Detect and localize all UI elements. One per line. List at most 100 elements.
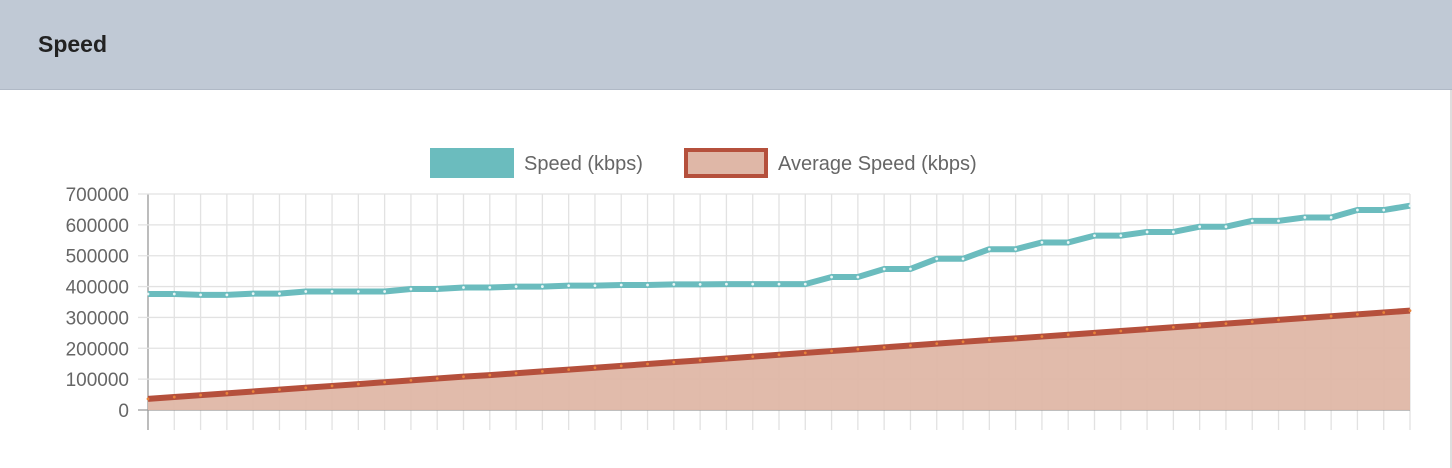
average-speed-point[interactable]	[251, 390, 255, 393]
speed-point[interactable]	[356, 290, 360, 293]
average-speed-point[interactable]	[1119, 329, 1123, 333]
legend-label-average-speed[interactable]: Average Speed (kbps)	[778, 153, 977, 175]
average-speed-point[interactable]	[987, 338, 991, 342]
speed-point[interactable]	[803, 282, 807, 286]
speed-point[interactable]	[1224, 225, 1228, 229]
average-speed-point[interactable]	[199, 393, 202, 397]
speed-point[interactable]	[725, 282, 728, 286]
average-speed-point[interactable]	[1224, 322, 1228, 325]
speed-point[interactable]	[1250, 219, 1254, 223]
speed-point[interactable]	[146, 292, 150, 296]
average-speed-point[interactable]	[540, 370, 544, 373]
speed-point[interactable]	[1093, 234, 1096, 238]
average-speed-point[interactable]	[383, 380, 387, 384]
speed-point[interactable]	[567, 284, 571, 288]
average-speed-point[interactable]	[725, 357, 728, 360]
speed-point[interactable]	[830, 275, 833, 279]
speed-point[interactable]	[1303, 216, 1307, 219]
average-speed-point[interactable]	[330, 384, 334, 388]
speed-point[interactable]	[225, 293, 229, 297]
speed-point[interactable]	[172, 292, 176, 296]
average-speed-point[interactable]	[777, 353, 781, 357]
average-speed-point[interactable]	[435, 377, 439, 380]
average-speed-point[interactable]	[462, 375, 465, 379]
speed-point[interactable]	[1408, 204, 1412, 208]
average-speed-point[interactable]	[1171, 325, 1175, 329]
legend-label-speed[interactable]: Speed (kbps)	[524, 153, 643, 175]
average-speed-point[interactable]	[646, 362, 649, 366]
speed-point[interactable]	[514, 285, 518, 288]
average-speed-point[interactable]	[961, 340, 965, 344]
average-speed-point[interactable]	[751, 355, 755, 359]
speed-point[interactable]	[304, 290, 308, 293]
speed-point[interactable]	[1277, 219, 1280, 223]
speed-point[interactable]	[987, 247, 991, 251]
average-speed-point[interactable]	[672, 360, 676, 364]
average-speed-point[interactable]	[225, 391, 229, 395]
average-speed-point[interactable]	[1356, 312, 1359, 316]
average-speed-point[interactable]	[856, 347, 860, 351]
speed-point[interactable]	[1014, 247, 1018, 251]
speed-point[interactable]	[462, 286, 465, 289]
speed-point[interactable]	[593, 284, 597, 288]
average-speed-point[interactable]	[830, 349, 833, 353]
average-speed-point[interactable]	[1303, 316, 1307, 320]
speed-point[interactable]	[1066, 241, 1070, 244]
average-speed-point[interactable]	[514, 371, 518, 375]
speed-point[interactable]	[909, 267, 912, 271]
legend-swatch-average-speed[interactable]	[684, 148, 768, 178]
speed-point[interactable]	[1382, 208, 1386, 212]
average-speed-point[interactable]	[1145, 327, 1149, 331]
speed-point[interactable]	[1119, 234, 1123, 238]
speed-point[interactable]	[646, 283, 649, 287]
average-speed-point[interactable]	[1093, 331, 1096, 335]
average-speed-point[interactable]	[1066, 333, 1070, 337]
average-speed-point[interactable]	[1198, 324, 1202, 327]
speed-point[interactable]	[330, 290, 334, 293]
speed-point[interactable]	[540, 285, 544, 288]
speed-point[interactable]	[383, 290, 387, 293]
average-speed-point[interactable]	[304, 386, 308, 390]
speed-point[interactable]	[672, 283, 676, 286]
average-speed-point[interactable]	[1277, 318, 1280, 322]
average-speed-point[interactable]	[698, 358, 702, 362]
speed-point[interactable]	[1356, 208, 1359, 212]
speed-point[interactable]	[856, 275, 860, 279]
average-speed-point[interactable]	[172, 395, 176, 399]
speed-point[interactable]	[935, 257, 939, 261]
average-speed-point[interactable]	[356, 382, 360, 386]
speed-point[interactable]	[751, 282, 755, 286]
average-speed-point[interactable]	[488, 373, 492, 377]
speed-point[interactable]	[435, 287, 439, 291]
speed-point[interactable]	[698, 283, 702, 286]
speed-point[interactable]	[1171, 230, 1175, 234]
average-speed-point[interactable]	[567, 368, 571, 371]
speed-point[interactable]	[278, 292, 281, 296]
speed-point[interactable]	[1329, 216, 1333, 219]
speed-point[interactable]	[199, 293, 202, 297]
speed-point[interactable]	[961, 257, 965, 261]
average-speed-point[interactable]	[146, 397, 150, 401]
average-speed-point[interactable]	[935, 342, 939, 346]
average-speed-point[interactable]	[619, 364, 623, 368]
average-speed-point[interactable]	[909, 344, 912, 347]
average-speed-point[interactable]	[593, 366, 597, 370]
speed-point[interactable]	[882, 267, 886, 271]
average-speed-point[interactable]	[882, 345, 886, 349]
average-speed-point[interactable]	[278, 388, 281, 392]
average-speed-point[interactable]	[1329, 314, 1333, 318]
legend-swatch-speed[interactable]	[430, 148, 514, 178]
average-speed-point[interactable]	[803, 351, 807, 355]
average-speed-point[interactable]	[409, 378, 413, 382]
average-speed-point[interactable]	[1040, 335, 1044, 338]
legend[interactable]: Speed (kbps) Average Speed (kbps)	[430, 148, 977, 178]
speed-point[interactable]	[488, 286, 492, 289]
average-speed-point[interactable]	[1408, 309, 1412, 313]
speed-point[interactable]	[409, 287, 413, 291]
speed-point[interactable]	[251, 292, 255, 296]
speed-point[interactable]	[1198, 225, 1202, 229]
speed-point[interactable]	[1145, 230, 1149, 234]
average-speed-point[interactable]	[1014, 337, 1018, 340]
speed-point[interactable]	[619, 283, 623, 287]
average-speed-point[interactable]	[1382, 311, 1386, 314]
